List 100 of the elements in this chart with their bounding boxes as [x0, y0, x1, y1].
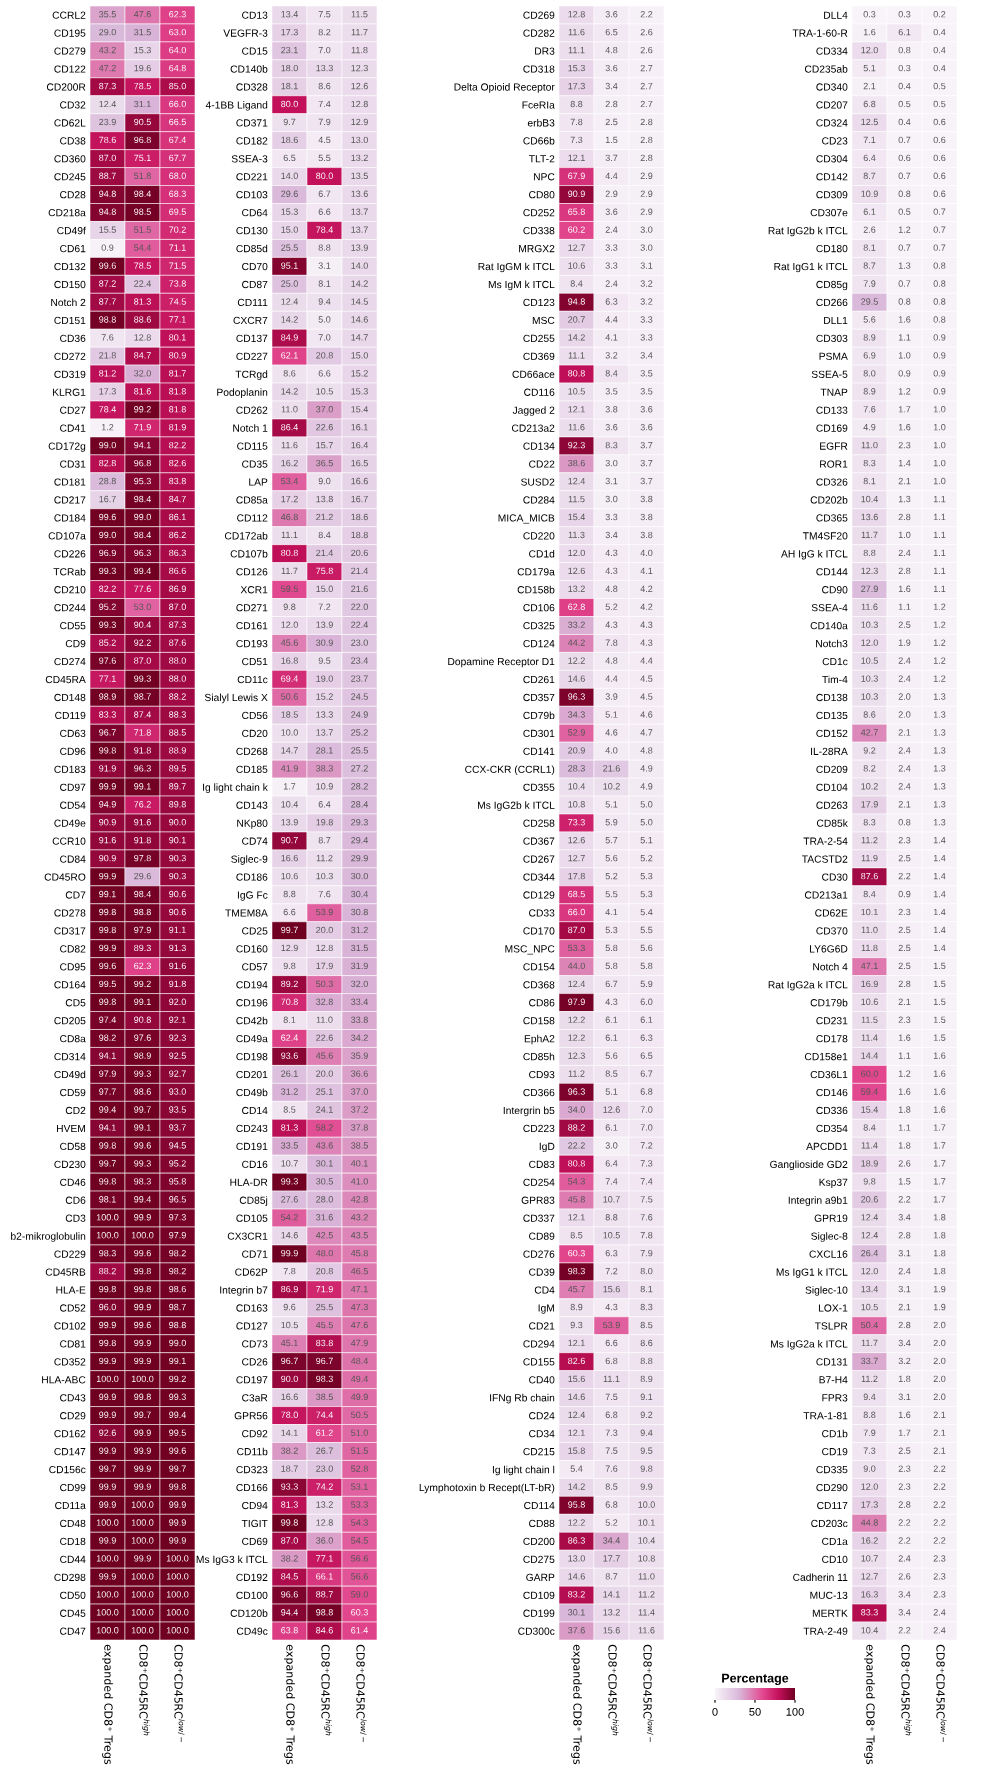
data-label: 2.2 [640, 11, 653, 18]
data-label: 99.9 [134, 1339, 151, 1347]
data-label: 7.6 [101, 334, 114, 341]
y-tick-label: CD284 [523, 496, 555, 504]
data-label: 2.6 [898, 1573, 911, 1580]
data-label: 68.3 [169, 190, 186, 197]
data-label: 11.2 [861, 1375, 878, 1382]
data-label: 8.9 [640, 1375, 653, 1383]
data-label: 1.6 [898, 1411, 911, 1418]
data-label: 80.9 [169, 352, 186, 359]
y-tick-label: CD220 [523, 532, 555, 540]
data-label: 11.2 [638, 1591, 655, 1598]
data-label: 46.8 [280, 513, 298, 521]
y-tick-label: CD324 [816, 119, 848, 127]
data-label: 1.9 [898, 639, 911, 646]
y-tick-label: IL-28RA [811, 747, 848, 755]
data-label: 98.6 [134, 1088, 151, 1095]
data-label: 12.0 [281, 621, 298, 628]
data-label: 33.2 [568, 621, 585, 628]
data-label: 2.4 [605, 280, 618, 287]
data-label: 12.3 [351, 64, 368, 72]
data-label: 0.9 [933, 352, 946, 359]
data-label: 100.0 [96, 1519, 119, 1526]
data-label: 31.6 [316, 1214, 333, 1221]
y-tick-label: CD45RA [45, 675, 86, 684]
data-label: 1.5 [933, 962, 946, 970]
data-label: 9.0 [318, 477, 331, 485]
data-label: 100.0 [131, 1519, 154, 1526]
data-label: 1.2 [101, 424, 114, 431]
data-label: 3.0 [605, 495, 618, 503]
data-label: 68.0 [169, 172, 186, 180]
data-label: 62.3 [169, 11, 186, 18]
y-tick-label: CD201 [236, 1070, 268, 1079]
data-label: 13.5 [351, 172, 368, 180]
data-label: 13.0 [568, 1555, 585, 1562]
data-label: 4.4 [605, 675, 618, 682]
data-label: 12.0 [568, 549, 585, 557]
data-label: 88.9 [169, 747, 186, 754]
x-tick-label: CD8⁺CD45RC$^{low/−}$ [356, 1644, 367, 1743]
data-label: 100.0 [166, 1573, 189, 1580]
data-label: 96.5 [169, 1196, 186, 1203]
y-tick-label: CD370 [816, 927, 848, 935]
data-label: 18.7 [281, 1465, 298, 1472]
y-tick-label: CD28 [60, 191, 86, 199]
y-tick-label: CD27 [60, 406, 86, 414]
data-label: 6.8 [605, 1357, 618, 1365]
data-label: 96.3 [568, 1088, 585, 1095]
data-label: 10.3 [861, 693, 878, 700]
data-label: 44.0 [567, 962, 585, 970]
data-label: 0.7 [898, 280, 911, 287]
y-tick-label: 4-1BB Ligand [205, 101, 268, 111]
data-label: 2.8 [898, 1501, 911, 1508]
data-label: 66.5 [169, 118, 186, 126]
data-label: 100.0 [131, 1375, 154, 1383]
data-label: 3.4 [898, 1339, 911, 1347]
data-label: 10.8 [568, 801, 585, 808]
data-label: 53.9 [316, 908, 333, 916]
data-label: 15.3 [281, 208, 298, 215]
data-label: 54.3 [568, 1178, 585, 1185]
data-label: 6.6 [318, 208, 331, 215]
y-tick-label: CD112 [237, 514, 268, 522]
data-label: 56.6 [351, 1573, 368, 1580]
data-label: 20.0 [316, 926, 333, 934]
data-label: 93.7 [169, 1124, 186, 1131]
data-label: 6.8 [640, 1088, 653, 1095]
y-tick-label: Siglec-9 [231, 855, 268, 865]
data-label: 73.8 [169, 280, 186, 287]
y-tick-label: TRA-1-81 [803, 1412, 848, 1420]
data-label: 2.5 [898, 621, 911, 628]
y-tick-label: CD166 [236, 1483, 268, 1492]
data-label: 2.5 [898, 962, 911, 970]
y-tick-label: CD304 [816, 155, 848, 163]
y-tick-label: CD282 [523, 29, 555, 37]
y-tick-label: CD226 [54, 550, 86, 558]
y-tick-label: GPR83 [521, 1196, 555, 1204]
data-label: 78.4 [99, 406, 117, 413]
data-label: 99.9 [134, 1357, 151, 1365]
data-label: 99.9 [99, 1321, 116, 1329]
data-label: 87.6 [169, 639, 186, 646]
data-label: 3.7 [640, 441, 653, 449]
y-tick-label: CD85j [239, 1196, 268, 1206]
data-label: 17.3 [281, 28, 298, 36]
y-tick-label: CD275 [523, 1555, 555, 1564]
data-label: 30.5 [316, 1178, 333, 1185]
data-label: 98.9 [134, 1052, 151, 1059]
y-tick-label: CD8a [60, 1035, 86, 1043]
data-label: 17.8 [568, 872, 585, 880]
data-label: 1.1 [933, 549, 946, 556]
y-tick-label: CD46 [60, 1178, 86, 1186]
y-tick-label: CD132 [54, 262, 86, 271]
data-label: 13.9 [351, 244, 368, 251]
data-label: 99.2 [169, 1375, 186, 1383]
data-label: 82.6 [169, 459, 186, 467]
data-label: 12.5 [861, 118, 878, 126]
data-label: 35.5 [99, 11, 116, 18]
data-label: 94.8 [568, 298, 585, 305]
data-label: 2.1 [898, 1303, 911, 1311]
data-label: 0.7 [933, 208, 946, 215]
data-label: 6.0 [640, 998, 653, 1005]
data-label: 83.8 [169, 477, 186, 485]
